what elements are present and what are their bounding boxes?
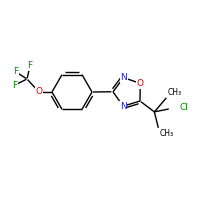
Text: N: N xyxy=(120,102,126,111)
Text: F: F xyxy=(13,68,19,76)
Text: CH₃: CH₃ xyxy=(167,88,181,97)
Text: O: O xyxy=(36,88,42,97)
Text: F: F xyxy=(27,62,33,71)
Text: O: O xyxy=(137,79,144,88)
Text: F: F xyxy=(12,80,18,90)
Text: Cl: Cl xyxy=(179,103,188,112)
Text: CH₃: CH₃ xyxy=(159,129,173,138)
Text: N: N xyxy=(120,73,127,82)
